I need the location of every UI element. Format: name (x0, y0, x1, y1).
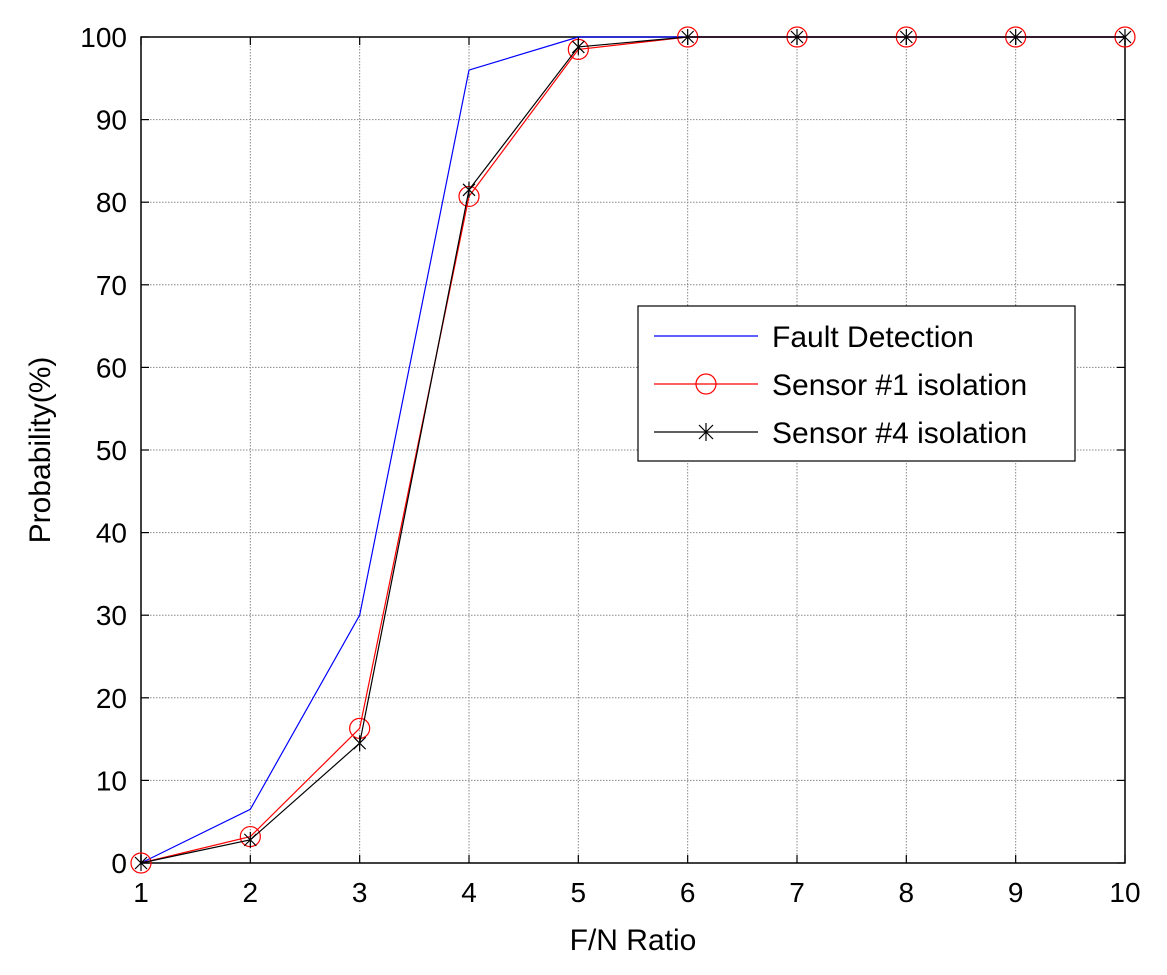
y-tick-label: 50 (96, 435, 127, 466)
grid (141, 37, 1125, 863)
x-tick-label: 2 (243, 877, 259, 908)
legend-marker-sensor1 (695, 373, 717, 395)
series-line (140, 36, 1125, 864)
legend-label-sensor1: Sensor #1 isolation (772, 369, 1027, 402)
x-tick-label: 8 (899, 877, 915, 908)
x-tick-label: 3 (352, 877, 368, 908)
y-tick-label: 100 (80, 22, 127, 53)
series-layer (130, 26, 1136, 874)
legend-marker-sensor4 (698, 423, 714, 441)
data-point (243, 831, 257, 848)
legend-label-sensor4: Sensor #4 isolation (772, 417, 1027, 450)
legend-item-sensor4: Sensor #4 isolation (654, 417, 1027, 450)
y-tick-label: 70 (96, 270, 127, 301)
x-tick-label: 5 (571, 877, 587, 908)
legend: Fault Detection Sensor #1 isolation Sens… (637, 305, 1076, 462)
data-point (462, 181, 476, 198)
x-tick-label: 7 (789, 877, 805, 908)
y-tick-label: 0 (111, 848, 127, 879)
y-tick-label: 80 (96, 187, 127, 218)
x-tick-label: 1 (133, 877, 149, 908)
x-tick-label: 6 (680, 877, 696, 908)
y-tick-label: 90 (96, 105, 127, 136)
y-tick-label: 60 (96, 352, 127, 383)
x-axis-label: F/N Ratio (570, 924, 697, 957)
x-tick-label: 10 (1109, 877, 1140, 908)
x-tick-label: 9 (1008, 877, 1024, 908)
y-tick-label: 20 (96, 683, 127, 714)
y-tick-label: 30 (96, 600, 127, 631)
data-point (130, 852, 152, 874)
y-tick-label: 40 (96, 518, 127, 549)
legend-item-sensor1: Sensor #1 isolation (654, 369, 1027, 402)
y-tick-label: 10 (96, 765, 127, 796)
data-point (353, 735, 367, 752)
y-axis-label: Probability(%) (24, 357, 57, 544)
legend-item-fault-detection: Fault Detection (654, 321, 974, 354)
legend-label-fault-detection: Fault Detection (772, 321, 974, 354)
x-tick-label: 4 (461, 877, 477, 908)
